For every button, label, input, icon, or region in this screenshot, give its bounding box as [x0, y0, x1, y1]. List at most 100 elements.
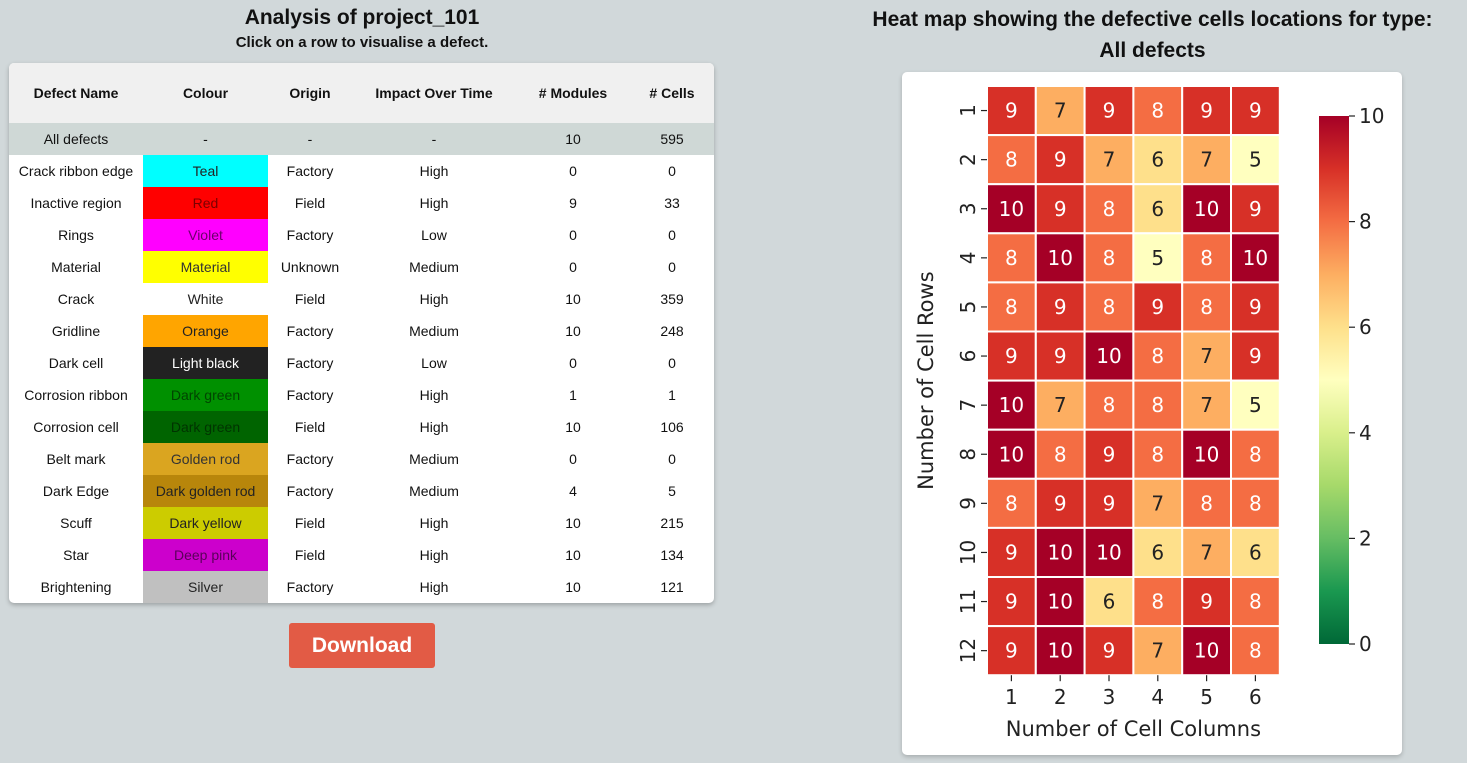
cell-impact: High: [419, 419, 449, 435]
heatmap-cell: [1230, 477, 1281, 529]
header-origin: Origin: [268, 63, 352, 123]
heatmap-cell-label: 8: [1103, 246, 1116, 270]
cell-defect-name: Star: [63, 547, 89, 563]
heatmap-cell: [986, 232, 1037, 284]
heatmap-cell-label: 7: [1151, 491, 1164, 515]
heatmap-cell: [1083, 281, 1135, 333]
cell-origin: Factory: [286, 451, 334, 467]
cell-origin: Factory: [286, 163, 334, 179]
heatmap-cell-label: 8: [1151, 344, 1164, 368]
heatmap-cell: [1230, 576, 1281, 628]
heatmap-cell: [1181, 477, 1233, 529]
table-row[interactable]: Inactive region Red Field High 9 33: [9, 187, 714, 219]
download-button[interactable]: Download: [289, 623, 435, 668]
heatmap-cell: [1034, 183, 1086, 235]
table-row-all-defects[interactable]: All defects - - - 10 595: [9, 123, 714, 155]
heatmap-cell-label: 9: [1103, 639, 1116, 663]
heatmap-cell-label: 9: [1103, 442, 1116, 466]
cell-defect-name: Corrosion ribbon: [24, 387, 128, 403]
cell-colour: Dark green: [143, 379, 268, 411]
heatmap-cell-label: 5: [1249, 148, 1262, 172]
x-tick-label: 5: [1200, 685, 1213, 709]
heatmap-cell-label: 7: [1200, 148, 1213, 172]
heatmap-cell-label: 8: [1005, 295, 1018, 319]
heatmap-cell-label: 9: [1249, 197, 1262, 221]
heatmap-cell-label: 10: [1047, 540, 1072, 564]
defects-table: Defect Name Colour Origin Impact Over Ti…: [9, 63, 714, 603]
y-tick-label: 8: [956, 448, 980, 461]
heatmap-cell-label: 8: [1200, 246, 1213, 270]
heatmap-cell-label: 7: [1200, 393, 1213, 417]
table-row[interactable]: Belt mark Golden rod Factory Medium 0 0: [9, 443, 714, 475]
heatmap-cell-label: 9: [1151, 295, 1164, 319]
heatmap-cell: [986, 379, 1037, 431]
table-title: Analysis of project_101: [244, 6, 480, 29]
cell-defect-name: Brightening: [40, 579, 112, 595]
table-row[interactable]: Rings Violet Factory Low 0 0: [9, 219, 714, 251]
cell-modules: 0: [569, 227, 577, 243]
y-tick-label: 2: [956, 153, 980, 166]
table-row[interactable]: Corrosion ribbon Dark green Factory High 1 1: [9, 379, 714, 411]
heatmap-cell: [1230, 625, 1281, 677]
heatmap-cell-label: 10: [999, 393, 1024, 417]
heatmap-cell-label: 5: [1151, 246, 1164, 270]
x-tick-label: 4: [1151, 685, 1164, 709]
heatmap-title-line2: All defects: [1099, 39, 1206, 62]
cell-colour: Dark yellow: [143, 507, 268, 539]
cell-cells: 595: [630, 123, 714, 155]
table-row[interactable]: Brightening Silver Factory High 10 121: [9, 571, 714, 603]
cell-cells: 121: [660, 579, 684, 595]
cell-modules: 0: [569, 163, 577, 179]
cell-origin: Factory: [286, 387, 334, 403]
heatmap-cell-label: 8: [1103, 393, 1116, 417]
table-row[interactable]: Gridline Orange Factory Medium 10 248: [9, 315, 714, 347]
heatmap-title: Heat map showing the defective cells loc…: [838, 4, 1467, 66]
cell-defect-name: Inactive region: [30, 195, 122, 211]
heatmap-cell-label: 8: [1054, 442, 1067, 466]
cell-defect-name: Crack ribbon edge: [18, 163, 134, 179]
cell-colour: Light black: [143, 347, 268, 379]
heatmap-cell: [986, 526, 1037, 578]
heatmap-cell: [986, 625, 1037, 677]
table-row[interactable]: Dark Edge Dark golden rod Factory Medium 4 5: [9, 475, 714, 507]
heatmap-cell-label: 10: [1096, 540, 1121, 564]
heatmap-cell: [1181, 183, 1233, 235]
cell-colour: Orange: [143, 315, 268, 347]
heatmap-cell-label: 6: [1249, 540, 1262, 564]
heatmap-cell-label: 6: [1103, 590, 1116, 614]
table-row[interactable]: Crack White Field High 10 359: [9, 283, 714, 315]
heatmap-cell-label: 8: [1151, 590, 1164, 614]
table-row[interactable]: Material Material Unknown Medium 0 0: [9, 251, 714, 283]
heatmap-cell-label: 9: [1200, 99, 1213, 123]
heatmap-cell-label: 8: [1151, 442, 1164, 466]
defects-table-card: Defect Name Colour Origin Impact Over Ti…: [9, 63, 714, 603]
table-row[interactable]: Corrosion cell Dark green Field High 10 106: [9, 411, 714, 443]
cell-defect-name: Dark Edge: [42, 483, 110, 499]
heatmap-cell-label: 6: [1151, 540, 1164, 564]
heatmap-cell: [1034, 625, 1086, 677]
cell-impact: High: [419, 579, 449, 595]
heatmap-cell: [1181, 281, 1233, 333]
cell-defect-name: Belt mark: [46, 451, 106, 467]
heatmap-cell: [1034, 232, 1086, 284]
heatmap-cell-label: 10: [1047, 246, 1072, 270]
cell-colour: Teal: [143, 155, 268, 187]
heatmap-cell-label: 5: [1249, 393, 1262, 417]
heatmap-cell-label: 8: [1249, 639, 1262, 663]
cell-modules: 4: [569, 483, 577, 499]
y-tick-label: 9: [956, 497, 980, 510]
colorbar-tick-label: 10: [1359, 104, 1384, 128]
heatmap-cell: [1034, 477, 1086, 529]
cell-defect-name: Corrosion cell: [33, 419, 119, 435]
cell-origin: Field: [294, 291, 326, 307]
colorbar-tick-label: 0: [1359, 632, 1372, 656]
heatmap-cell: [1230, 232, 1281, 284]
table-row[interactable]: Scuff Dark yellow Field High 10 215: [9, 507, 714, 539]
colorbar-tick-label: 8: [1359, 210, 1372, 234]
table-row[interactable]: Dark cell Light black Factory Low 0 0: [9, 347, 714, 379]
table-row[interactable]: Star Deep pink Field High 10 134: [9, 539, 714, 571]
cell-cells: 0: [668, 355, 676, 371]
heatmap-cell-label: 10: [1096, 344, 1121, 368]
table-row[interactable]: Crack ribbon edge Teal Factory High 0 0: [9, 155, 714, 187]
heatmap-cell-label: 9: [1249, 99, 1262, 123]
